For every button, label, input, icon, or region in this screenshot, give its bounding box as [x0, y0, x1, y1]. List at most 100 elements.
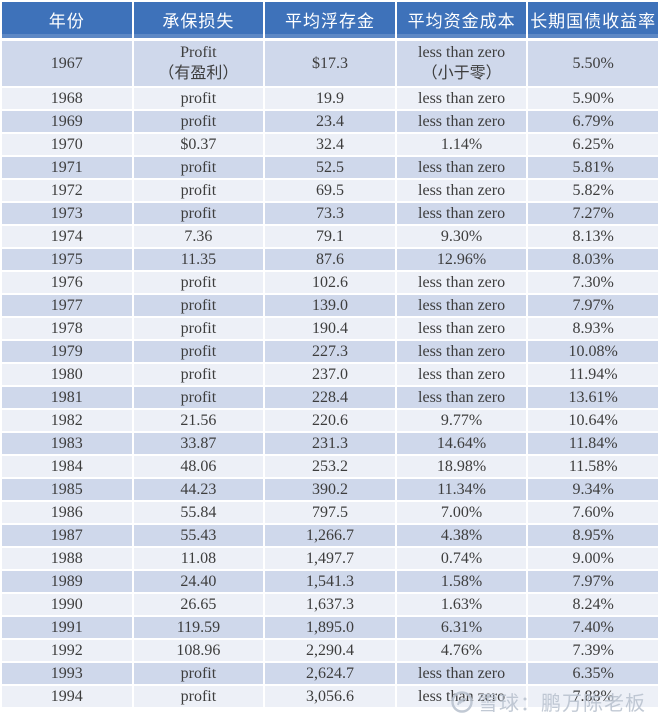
table-cell: 44.23	[131, 477, 266, 502]
table-cell: 11.35	[131, 247, 266, 272]
table-cell: 1981	[0, 385, 134, 410]
table-row: 1989 24.40 1,541.3 1.58% 7.97%	[0, 569, 660, 594]
table-cell: 87.6	[263, 247, 397, 272]
table-cell: 69.5	[263, 178, 397, 203]
table-cell: 1,637.3	[263, 592, 397, 617]
table-cell: 26.65	[131, 592, 266, 617]
table-row: 1973 profit 73.3 less than zero 7.27%	[0, 201, 660, 226]
table-cell: 7.88%	[526, 684, 660, 709]
header-row: 年份 承保损失 平均浮存金 平均资金成本 长期国债收益率	[0, 0, 660, 41]
table-cell: 1985	[0, 477, 134, 502]
table-cell: 7.40%	[526, 615, 660, 640]
table-cell: 1973	[0, 201, 134, 226]
table-cell: 1968	[0, 86, 134, 111]
table-cell: 7.30%	[526, 270, 660, 295]
table-cell: less than zero	[394, 178, 529, 203]
table-cell: 1980	[0, 362, 134, 387]
table-cell: less than zero	[394, 270, 529, 295]
table-row: 1980 profit 237.0 less than zero 11.94%	[0, 362, 660, 387]
table-cell: $17.3	[263, 38, 397, 88]
table-cell: 1986	[0, 500, 134, 525]
table-cell: 1967	[0, 38, 134, 88]
table-row: 1986 55.84 797.5 7.00% 7.60%	[0, 500, 660, 525]
table-cell: profit	[131, 178, 266, 203]
table-cell: 1,895.0	[263, 615, 397, 640]
table-cell: less than zero	[394, 385, 529, 410]
table-cell: 14.64%	[394, 431, 529, 456]
table-cell: 11.34%	[394, 477, 529, 502]
table-cell: 52.5	[263, 155, 397, 180]
table-cell: 11.94%	[526, 362, 660, 387]
table-cell: 1975	[0, 247, 134, 272]
table-cell: less than zero	[394, 339, 529, 364]
table-cell: less than zero	[394, 86, 529, 111]
table-cell: 0.74%	[394, 546, 529, 571]
table-cell: 1992	[0, 638, 134, 663]
table-cell: 7.36	[131, 224, 266, 249]
table-cell: profit	[131, 270, 266, 295]
table-cell: 11.58%	[526, 454, 660, 479]
table-cell: $0.37	[131, 132, 266, 157]
column-header-underwriting-loss: 承保损失	[131, 0, 266, 41]
table-row: 1974 7.36 79.1 9.30% 8.13%	[0, 224, 660, 249]
table-cell: 253.2	[263, 454, 397, 479]
table-cell: 1972	[0, 178, 134, 203]
table-cell: 4.76%	[394, 638, 529, 663]
table-cell: 7.60%	[526, 500, 660, 525]
table-cell: 55.84	[131, 500, 266, 525]
column-header-average-cost-of-funds: 平均资金成本	[394, 0, 529, 41]
table-cell: 23.4	[263, 109, 397, 134]
table-cell: 33.87	[131, 431, 266, 456]
table-cell: 9.34%	[526, 477, 660, 502]
column-header-average-float: 平均浮存金	[263, 0, 397, 41]
table-cell: 7.97%	[526, 569, 660, 594]
table-cell: 1974	[0, 224, 134, 249]
table-cell: 1977	[0, 293, 134, 318]
table-cell: 1991	[0, 615, 134, 640]
table-row: 1992 108.96 2,290.4 4.76% 7.39%	[0, 638, 660, 663]
table-row: 1993 profit 2,624.7 less than zero 6.35%	[0, 661, 660, 686]
table-cell: 7.00%	[394, 500, 529, 525]
table-cell: 32.4	[263, 132, 397, 157]
table-cell: 79.1	[263, 224, 397, 249]
table-cell: 228.4	[263, 385, 397, 410]
table-cell: 1994	[0, 684, 134, 709]
table-cell: 12.96%	[394, 247, 529, 272]
table-cell: 8.93%	[526, 316, 660, 341]
table-cell: 1989	[0, 569, 134, 594]
table-cell: profit	[131, 316, 266, 341]
table-row: 1970 $0.37 32.4 1.14% 6.25%	[0, 132, 660, 157]
table-cell: 6.35%	[526, 661, 660, 686]
table-cell: 8.24%	[526, 592, 660, 617]
table-cell: 9.77%	[394, 408, 529, 433]
table-cell: 11.08	[131, 546, 266, 571]
table-cell: 5.90%	[526, 86, 660, 111]
table-cell: 1970	[0, 132, 134, 157]
table-cell: 18.98%	[394, 454, 529, 479]
table-row: 1969 profit 23.4 less than zero 6.79%	[0, 109, 660, 134]
table-header: 年份 承保损失 平均浮存金 平均资金成本 长期国债收益率	[0, 0, 660, 41]
table-cell: 1.14%	[394, 132, 529, 157]
table-cell: Profit （有盈利）	[131, 38, 266, 88]
table-cell: 3,056.6	[263, 684, 397, 709]
table-cell: 48.06	[131, 454, 266, 479]
table-cell: less than zero	[394, 155, 529, 180]
table-cell: profit	[131, 109, 266, 134]
table-cell: less than zero （小于零）	[394, 38, 529, 88]
table-body: 1967 Profit （有盈利） $17.3 less than zero （小于零…	[0, 38, 660, 709]
table-cell: 190.4	[263, 316, 397, 341]
table-cell: 237.0	[263, 362, 397, 387]
table-cell: 2,624.7	[263, 661, 397, 686]
table-cell: 1.58%	[394, 569, 529, 594]
table-cell: 102.6	[263, 270, 397, 295]
table-row: 1984 48.06 253.2 18.98% 11.58%	[0, 454, 660, 479]
table-row: 1990 26.65 1,637.3 1.63% 8.24%	[0, 592, 660, 617]
table-cell: 1976	[0, 270, 134, 295]
table-cell: 139.0	[263, 293, 397, 318]
table-cell: 1983	[0, 431, 134, 456]
table-cell: less than zero	[394, 316, 529, 341]
table-cell: 1,497.7	[263, 546, 397, 571]
table-cell: 2,290.4	[263, 638, 397, 663]
